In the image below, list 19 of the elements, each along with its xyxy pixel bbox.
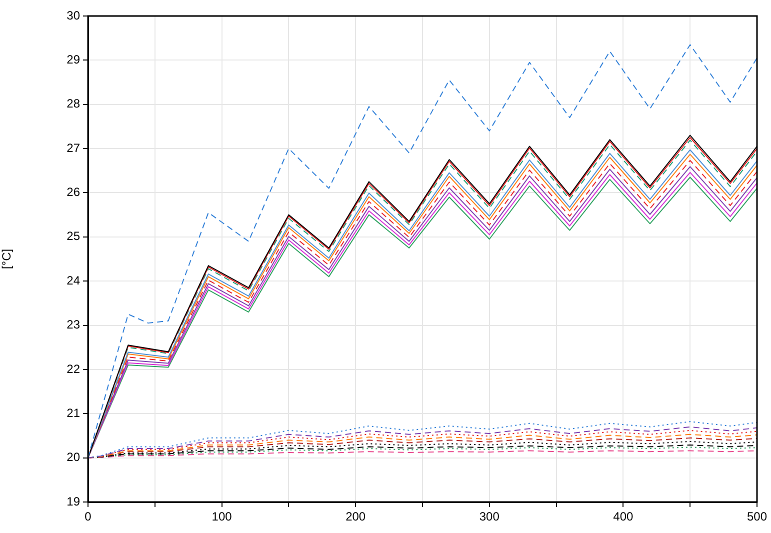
x-tick-label: 100 [212, 510, 232, 524]
x-tick-label: 300 [479, 510, 500, 524]
y-tick-label: 24 [66, 273, 80, 288]
y-tick-label: 22 [66, 362, 80, 376]
y-tick-label: 19 [66, 494, 80, 508]
x-tick-label: 400 [613, 510, 634, 524]
y-tick-label: 27 [66, 140, 80, 155]
x-tick-label: 200 [346, 510, 366, 524]
x-tick-label: 500 [746, 510, 768, 524]
y-tick-label: 26 [66, 185, 80, 200]
y-axis-title: [°C] [0, 248, 14, 270]
y-tick-label: 28 [66, 96, 80, 111]
y-tick-label: 29 [66, 52, 80, 66]
y-tick-label: 25 [66, 229, 80, 244]
x-tick-label: 0 [84, 510, 92, 524]
y-tick-label: 23 [66, 318, 80, 332]
y-tick-label: 20 [66, 450, 80, 464]
y-tick-label: 30 [66, 8, 80, 22]
y-tick-label: 21 [66, 406, 80, 420]
